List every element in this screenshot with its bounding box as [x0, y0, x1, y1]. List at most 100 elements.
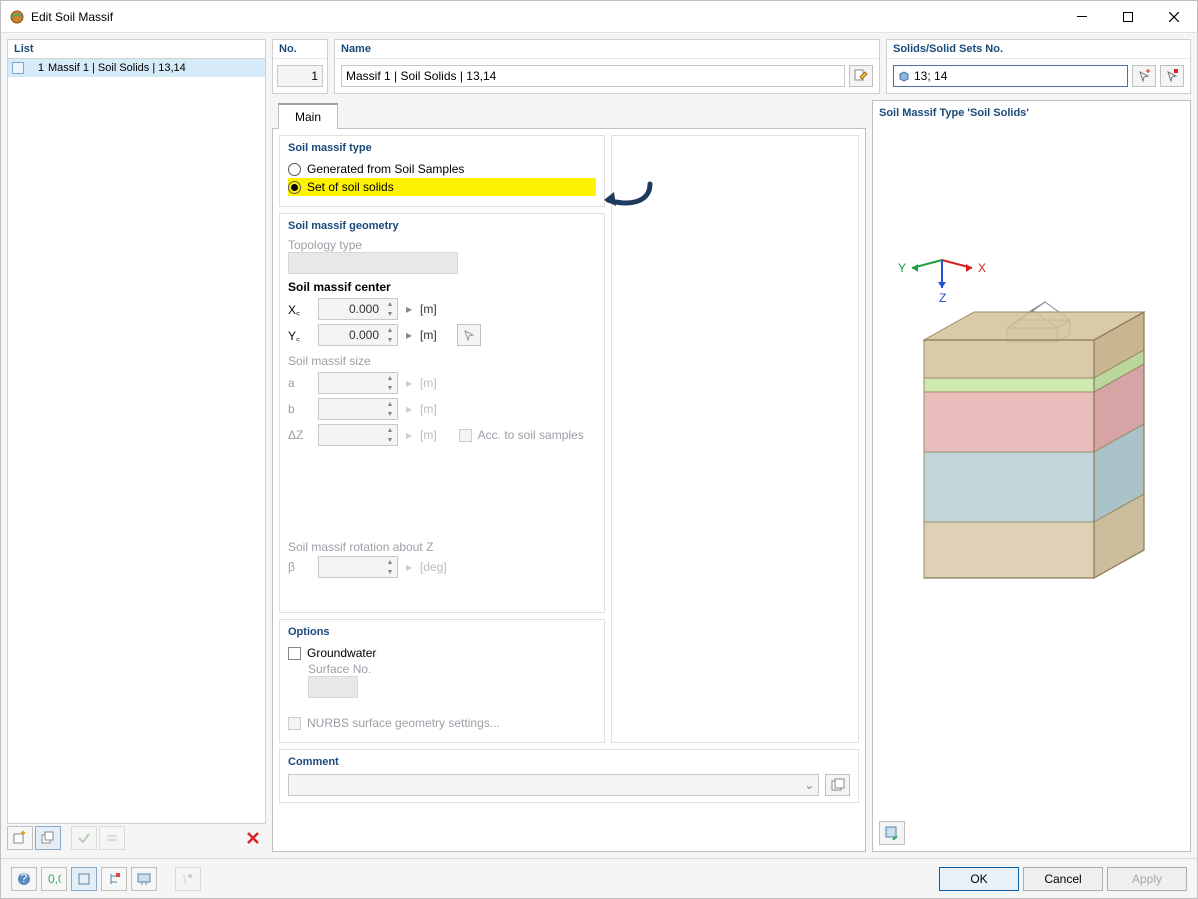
svg-text:X: X	[978, 261, 986, 275]
section-comment: Comment ⌄	[279, 749, 859, 803]
acc-label: Acc. to soil samples	[478, 428, 584, 442]
list-item-color-icon	[12, 62, 24, 74]
b-unit: [m]	[420, 402, 437, 416]
list-body[interactable]: 1 Massif 1 | Soil Solids | 13,14	[7, 59, 266, 824]
groundwater-row[interactable]: Groundwater	[288, 644, 596, 662]
maximize-button[interactable]	[1105, 2, 1151, 32]
svg-text:Y: Y	[898, 261, 906, 275]
nurbs-checkbox	[288, 717, 301, 730]
beta-spinner: ▲▼	[318, 556, 398, 578]
preview-svg: X Y Z	[882, 220, 1182, 720]
preview-export-button[interactable]	[879, 821, 905, 845]
no-input	[277, 65, 323, 87]
section-type: Soil massif type 1 Generated from Soil S…	[279, 135, 605, 207]
tabs-column: Main Soil massif type 1	[272, 100, 866, 852]
groundwater-label: Groundwater	[307, 646, 376, 660]
nurbs-row: NURBS surface geometry settings...	[288, 714, 596, 732]
delete-item-button[interactable]	[240, 826, 266, 850]
xc-spinner[interactable]: 0.000▲▼	[318, 298, 398, 320]
tree-button[interactable]	[101, 867, 127, 891]
tabstrip: Main	[272, 100, 866, 128]
name-input[interactable]	[341, 65, 845, 87]
name-group: Name	[334, 39, 880, 94]
radio-generated[interactable]: 1 Generated from Soil Samples	[288, 160, 596, 178]
yc-unit: [m]	[420, 328, 437, 342]
list-header: List	[7, 39, 266, 59]
a-label: a	[288, 376, 312, 390]
script-button	[175, 867, 201, 891]
yc-label: Y꜀	[288, 327, 312, 344]
xc-row: X꜀ 0.000▲▼ ▸ [m]	[288, 296, 596, 322]
dz-row: ΔZ ▲▼ ▸ [m] Acc. to soil samples	[288, 422, 596, 448]
surfaceno-label: Surface No.	[308, 662, 596, 676]
include-button	[71, 826, 97, 850]
left-toolbar	[7, 824, 266, 852]
ok-button[interactable]: OK	[939, 867, 1019, 891]
dialog-window: Edit Soil Massif List 1 Massif 1 | Soil …	[0, 0, 1198, 899]
footer: ? 0,00 OK Cancel Apply	[1, 858, 1197, 898]
beta-label: β	[288, 560, 312, 574]
section-geometry: Soil massif geometry Topology type Soil …	[279, 213, 605, 613]
yc-spinner[interactable]: 0.000▲▼	[318, 324, 398, 346]
center-label: Soil massif center	[288, 280, 596, 294]
display-button[interactable]	[131, 867, 157, 891]
no-group: No.	[272, 39, 328, 94]
groundwater-checkbox[interactable]	[288, 647, 301, 660]
beta-unit: [deg]	[420, 560, 447, 574]
tab-main-body: Soil massif type 1 Generated from Soil S…	[272, 128, 866, 852]
radio-set-solids[interactable]: 2 Set of soil solids	[288, 178, 596, 196]
beta-row: β ▲▼ ▸ [deg]	[288, 554, 596, 580]
svg-text:Z: Z	[939, 291, 946, 305]
svg-text:?: ?	[21, 872, 28, 885]
topology-label: Topology type	[288, 238, 596, 252]
view-button[interactable]	[71, 867, 97, 891]
preview-panel: Soil Massif Type 'Soil Solids' X Y Z	[872, 100, 1191, 852]
svg-text:0,00: 0,00	[48, 872, 61, 886]
surfaceno-field	[308, 676, 358, 698]
side-panel-empty	[611, 135, 859, 743]
a-unit: [m]	[420, 376, 437, 390]
preview-canvas[interactable]: X Y Z	[879, 123, 1184, 817]
b-row: b ▲▼ ▸ [m]	[288, 396, 596, 422]
radio-icon	[288, 163, 301, 176]
select-solids-button[interactable]	[1132, 65, 1156, 87]
xc-unit: [m]	[420, 302, 437, 316]
close-button[interactable]	[1151, 2, 1197, 32]
help-button[interactable]: ?	[11, 867, 37, 891]
titlebar: Edit Soil Massif	[1, 1, 1197, 33]
radio-generated-label: Generated from Soil Samples	[307, 162, 464, 176]
copy-item-button[interactable]	[35, 826, 61, 850]
cancel-button[interactable]: Cancel	[1023, 867, 1103, 891]
acc-checkbox	[459, 429, 472, 442]
b-spinner: ▲▼	[318, 398, 398, 420]
pick-center-button[interactable]	[457, 324, 481, 346]
radio-icon	[288, 181, 301, 194]
list-item-num: 1	[28, 62, 44, 74]
edit-name-button[interactable]	[849, 65, 873, 87]
nurbs-label: NURBS surface geometry settings...	[307, 716, 500, 730]
b-label: b	[288, 402, 312, 416]
window-title: Edit Soil Massif	[31, 10, 1059, 24]
list-item[interactable]: 1 Massif 1 | Soil Solids | 13,14	[8, 59, 265, 77]
new-item-button[interactable]	[7, 826, 33, 850]
dz-unit: [m]	[420, 428, 437, 442]
solids-input[interactable]: 13; 14	[893, 65, 1128, 87]
minimize-button[interactable]	[1059, 2, 1105, 32]
tab-main[interactable]: Main	[278, 103, 338, 129]
preview-title: Soil Massif Type 'Soil Solids'	[879, 107, 1184, 119]
xc-label: X꜀	[288, 301, 312, 318]
comment-input[interactable]: ⌄	[288, 774, 819, 796]
dz-spinner: ▲▼	[318, 424, 398, 446]
left-panel: List 1 Massif 1 | Soil Solids | 13,14	[7, 39, 266, 852]
solid-icon	[898, 70, 910, 82]
a-row: a ▲▼ ▸ [m]	[288, 370, 596, 396]
size-label: Soil massif size	[288, 354, 596, 368]
content-area: List 1 Massif 1 | Soil Solids | 13,14	[1, 33, 1197, 858]
comment-pick-button[interactable]	[825, 774, 850, 796]
list-item-text: Massif 1 | Soil Solids | 13,14	[48, 62, 186, 74]
select-sets-button[interactable]	[1160, 65, 1184, 87]
rot-label: Soil massif rotation about Z	[288, 540, 596, 554]
units-button[interactable]: 0,00	[41, 867, 67, 891]
app-icon	[9, 9, 25, 25]
solids-group: Solids/Solid Sets No. 13; 14	[886, 39, 1191, 94]
